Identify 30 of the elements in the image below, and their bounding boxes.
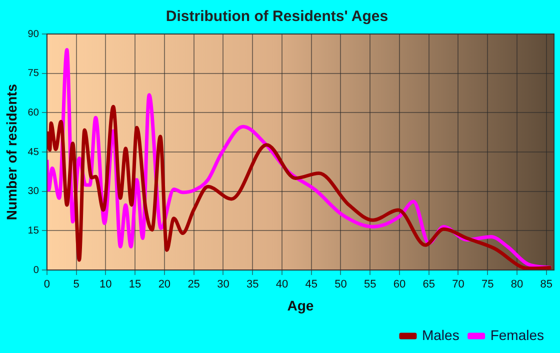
x-tick-label: 85: [540, 278, 552, 291]
x-tick-label: 5: [73, 278, 80, 291]
legend-label: Males: [422, 326, 460, 343]
x-tick-label: 40: [276, 278, 288, 291]
x-tick-label: 70: [452, 278, 464, 291]
x-tick-label: 50: [334, 278, 347, 291]
y-tick-label: 60: [28, 107, 40, 118]
x-tick-label: 65: [422, 278, 435, 291]
x-tick-label: 55: [364, 278, 376, 291]
x-tick-label: 20: [158, 278, 171, 291]
x-tick-label: 10: [100, 278, 112, 291]
x-tick-label: 35: [246, 278, 259, 291]
chart-title: Distribution of Residents' Ages: [166, 8, 388, 26]
y-tick-label: 75: [28, 68, 40, 80]
y-tick-label: 15: [28, 225, 40, 236]
y-tick-label: 90: [28, 28, 40, 40]
x-tick-label: 80: [510, 278, 524, 291]
x-tick-label: 25: [188, 278, 200, 291]
x-tick-label: 15: [128, 278, 142, 291]
y-tick-label: 45: [28, 146, 40, 158]
x-tick-label: 60: [393, 278, 406, 291]
x-axis-title: Age: [287, 297, 314, 314]
x-tick-label: 0: [44, 278, 50, 291]
y-tick-label: 0: [33, 264, 40, 276]
x-tick-label: 30: [217, 278, 230, 291]
x-tick-label: 45: [305, 278, 318, 291]
x-tick-label: 75: [481, 278, 494, 291]
y-axis-title: Number of residents: [3, 84, 20, 220]
legend-label: Females: [490, 326, 544, 343]
y-tick-label: 30: [28, 186, 40, 198]
